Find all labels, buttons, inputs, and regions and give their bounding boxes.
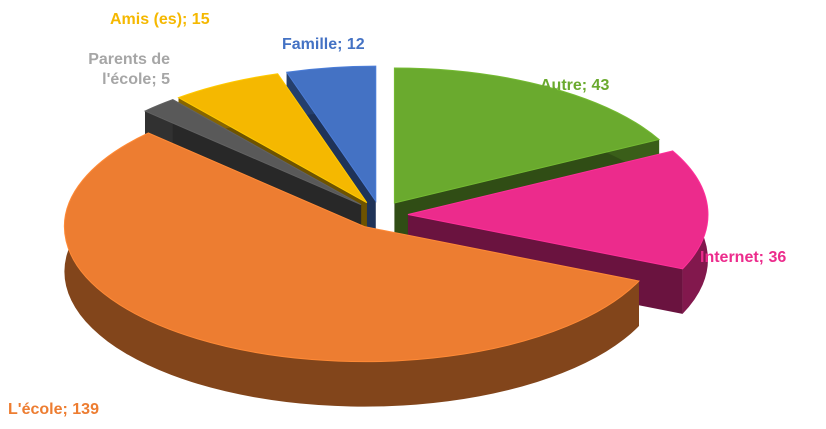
data-label: Famille; 12 — [282, 36, 365, 53]
slice — [407, 150, 709, 270]
data-label: Parents de l'école; 5 — [88, 51, 170, 88]
slice — [143, 99, 362, 206]
data-label: L'école; 139 — [8, 401, 99, 418]
slice — [63, 132, 640, 363]
slice — [393, 67, 661, 204]
data-label: Autre; 43 — [540, 77, 610, 94]
slice — [285, 65, 377, 203]
data-label: Internet; 36 — [700, 249, 787, 266]
data-label: Amis (es); 15 — [110, 11, 210, 28]
slice — [177, 73, 368, 204]
